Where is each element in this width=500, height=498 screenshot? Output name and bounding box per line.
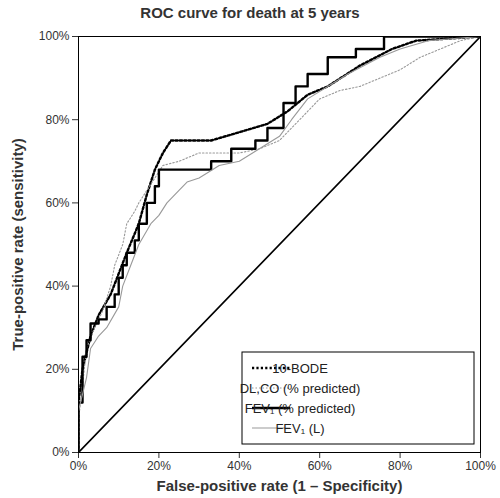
html-text:ROC curve for death at 5 years: ROC curve for death at 5 years [140, 4, 360, 21]
svg-text:20%: 20% [45, 362, 69, 376]
svg-text:0%: 0% [52, 445, 70, 459]
svg-text:FEV₁ (L): FEV₁ (L) [275, 421, 324, 436]
svg-text:True-positive rate (sensitivit: True-positive rate (sensitivity) [9, 138, 26, 351]
svg-text:100%: 100% [39, 29, 70, 43]
svg-text:80%: 80% [45, 113, 69, 127]
svg-text:FEV₁ (% predicted): FEV₁ (% predicted) [245, 401, 356, 416]
svg-text:60%: 60% [308, 459, 332, 473]
svg-text:80%: 80% [388, 459, 412, 473]
svg-text:0%: 0% [70, 459, 88, 473]
svg-text:40%: 40% [45, 279, 69, 293]
svg-text:20%: 20% [147, 459, 171, 473]
svg-text:10-BODE: 10-BODE [272, 361, 328, 376]
svg-text:40%: 40% [227, 459, 251, 473]
svg-text:60%: 60% [45, 196, 69, 210]
svg-text:False-positive rate (1 – Speci: False-positive rate (1 – Specificity) [157, 477, 403, 494]
svg-text:100%: 100% [465, 459, 496, 473]
svg-text:DL,CO (% predicted): DL,CO (% predicted) [240, 381, 361, 396]
